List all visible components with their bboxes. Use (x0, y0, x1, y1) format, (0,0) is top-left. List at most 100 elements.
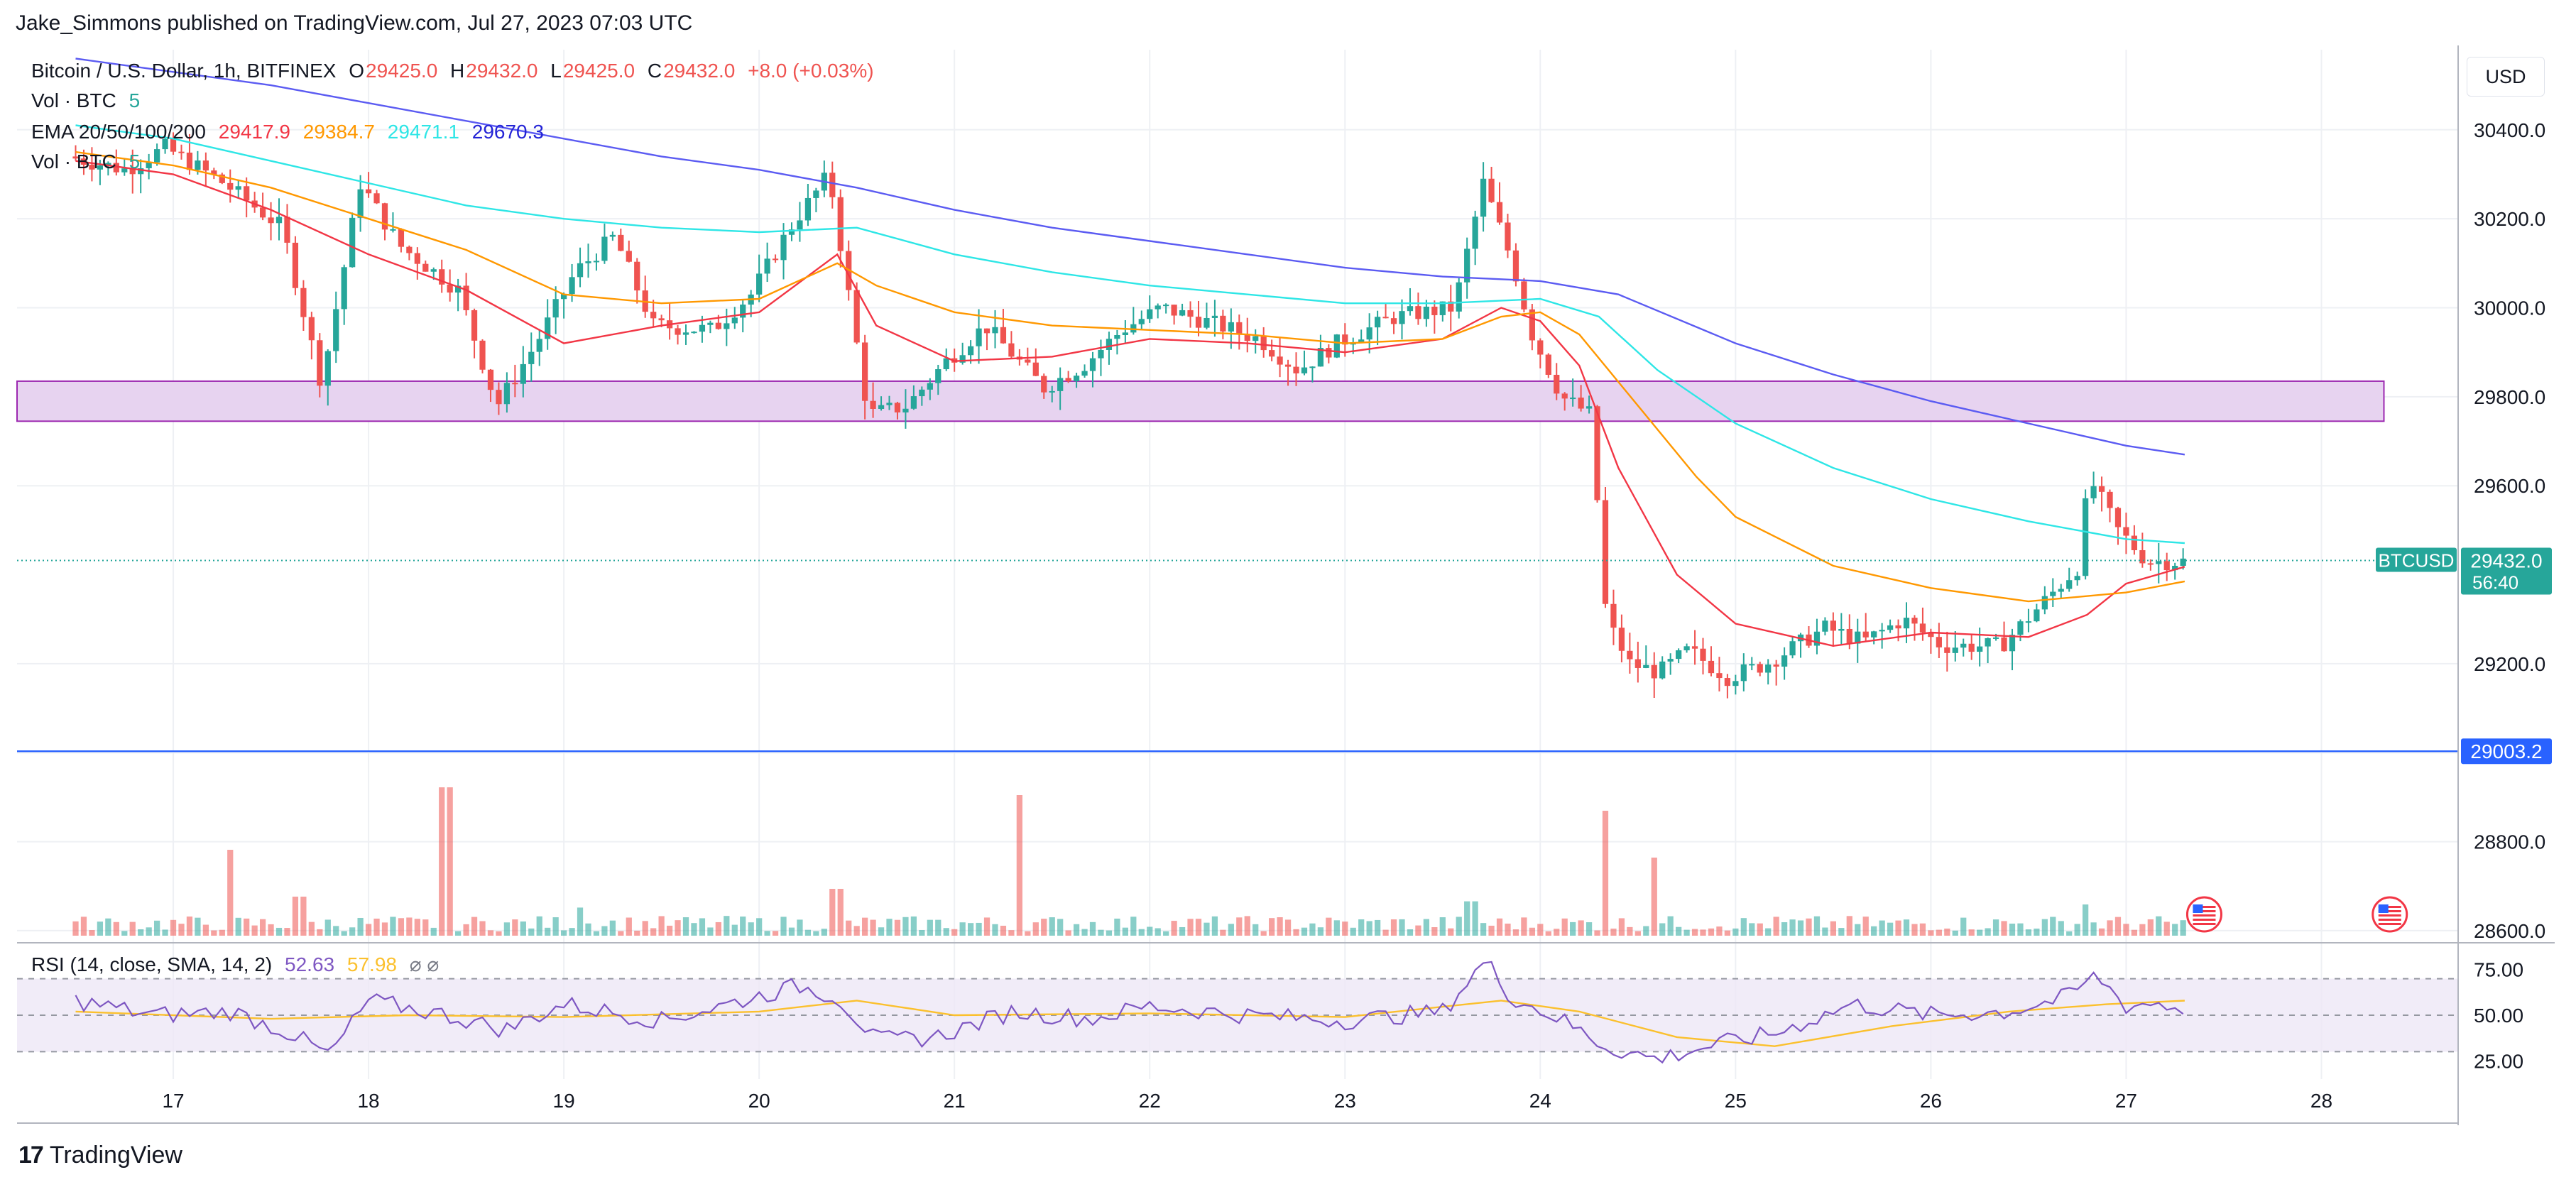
volume-bar (430, 927, 437, 936)
volume-bar (1065, 930, 1071, 936)
volume-bar (731, 924, 738, 936)
volume-bar (593, 931, 600, 936)
legend-rsi-icons[interactable]: ⌀ ⌀ (409, 953, 440, 975)
volume-bar (1284, 919, 1292, 936)
tradingview-logo[interactable]: 17 TradingView (18, 1142, 182, 1169)
legend-symbol[interactable]: Bitcoin / U.S. Dollar, 1h, BITFINEX (31, 60, 337, 82)
candle-body (788, 229, 795, 235)
volume-bar (357, 917, 364, 936)
candle-body (1171, 305, 1177, 316)
candle-body (560, 294, 567, 300)
candle-body (552, 299, 559, 318)
candle-body (503, 383, 511, 405)
candle-body (2139, 550, 2146, 564)
volume-bar (2025, 929, 2032, 936)
candle-body (2163, 561, 2170, 571)
volume-bar (1269, 918, 1275, 936)
volume-bar (1871, 926, 1877, 936)
candle-body (2034, 609, 2040, 622)
legend-rsi-label[interactable]: RSI (14, close, SMA, 14, 2) (31, 953, 273, 975)
candle-body (72, 156, 79, 159)
candle-body (138, 168, 144, 175)
volume-bar (1936, 929, 1942, 936)
candle-body (1871, 631, 1877, 638)
candle-body (715, 322, 721, 329)
candle-body (89, 165, 95, 170)
candle-body (740, 305, 746, 318)
volume-bar (1016, 795, 1022, 936)
volume-bar (1293, 929, 1299, 936)
flag-stripe (2193, 910, 2216, 912)
legend-volume-label-2[interactable]: Vol · BTC (31, 151, 116, 173)
candle-body (1065, 378, 1071, 382)
zone-layer (16, 380, 2385, 422)
legend-volume-value: 5 (129, 89, 141, 111)
candle-body (2041, 596, 2048, 610)
volume-bar (162, 929, 168, 936)
candle-body (1057, 378, 1064, 391)
candle-body (675, 328, 681, 335)
volume-bar (1659, 923, 1666, 936)
legend-volume-label[interactable]: Vol · BTC (31, 89, 116, 111)
flag-stripe (2378, 919, 2401, 921)
legend-open-label: O (349, 60, 365, 82)
volume-bar (1691, 929, 1698, 936)
candle-body (97, 165, 104, 170)
candle-body (1659, 661, 1666, 679)
volume-bar (829, 889, 836, 936)
candle-body (1464, 248, 1470, 283)
volume-bar (463, 924, 469, 936)
candle-body (1545, 354, 1551, 375)
volume-bar (1594, 930, 1600, 936)
volume-bar (1813, 916, 1821, 936)
candle-body (1032, 362, 1039, 376)
candle-body (1936, 637, 1942, 647)
legend-volume-row-2: Vol · BTC 5 (31, 151, 147, 173)
candle-body (447, 284, 453, 293)
volume-bar (178, 924, 185, 936)
volume-bar (1537, 924, 1544, 936)
volume-bar (1195, 919, 1202, 936)
candle-body (1269, 350, 1275, 357)
volume-bar (284, 928, 290, 936)
legend-ema-label[interactable]: EMA 20/50/100/200 (31, 121, 206, 143)
candle-body (268, 217, 274, 224)
volume-bar (195, 917, 201, 936)
volume-bar (1651, 858, 1657, 936)
volume-bar (886, 919, 893, 936)
candle-body (235, 186, 241, 190)
volume-bar (503, 922, 511, 936)
volume-bar (268, 924, 274, 936)
legend-ema100-value: 29471.1 (387, 121, 459, 143)
volume-bar (1676, 926, 1682, 936)
candle-body (935, 369, 942, 383)
candle-body (105, 163, 111, 166)
volume-bar (577, 907, 584, 936)
legend-volume-row: Vol · BTC 5 (31, 89, 147, 112)
candle-body (707, 322, 714, 325)
candle-body (2001, 637, 2007, 652)
candle-body (1708, 660, 1715, 674)
volume-bar (1260, 931, 1267, 936)
candle-body (1846, 628, 1852, 644)
candle-body (1781, 655, 1788, 667)
volume-bar (406, 917, 413, 936)
candle-body (1586, 406, 1593, 409)
candle-body (2131, 535, 2138, 551)
volume-bar (788, 927, 795, 936)
candle-body (1496, 202, 1503, 223)
volume-bar (666, 925, 673, 936)
candle-body (1366, 327, 1372, 340)
volume-bar (390, 917, 396, 936)
candle-body (153, 149, 160, 163)
candle-body (804, 197, 812, 221)
y-tick-label: 30000.0 (2474, 297, 2545, 319)
candle-body (1049, 390, 1055, 393)
volume-bar (1228, 924, 1234, 936)
legend-open-value: 29425.0 (366, 60, 438, 82)
volume-bar (1147, 926, 1153, 936)
volume-bar (1968, 929, 1975, 936)
currency-button[interactable]: USD (2467, 57, 2545, 97)
volume-bar (764, 931, 770, 936)
